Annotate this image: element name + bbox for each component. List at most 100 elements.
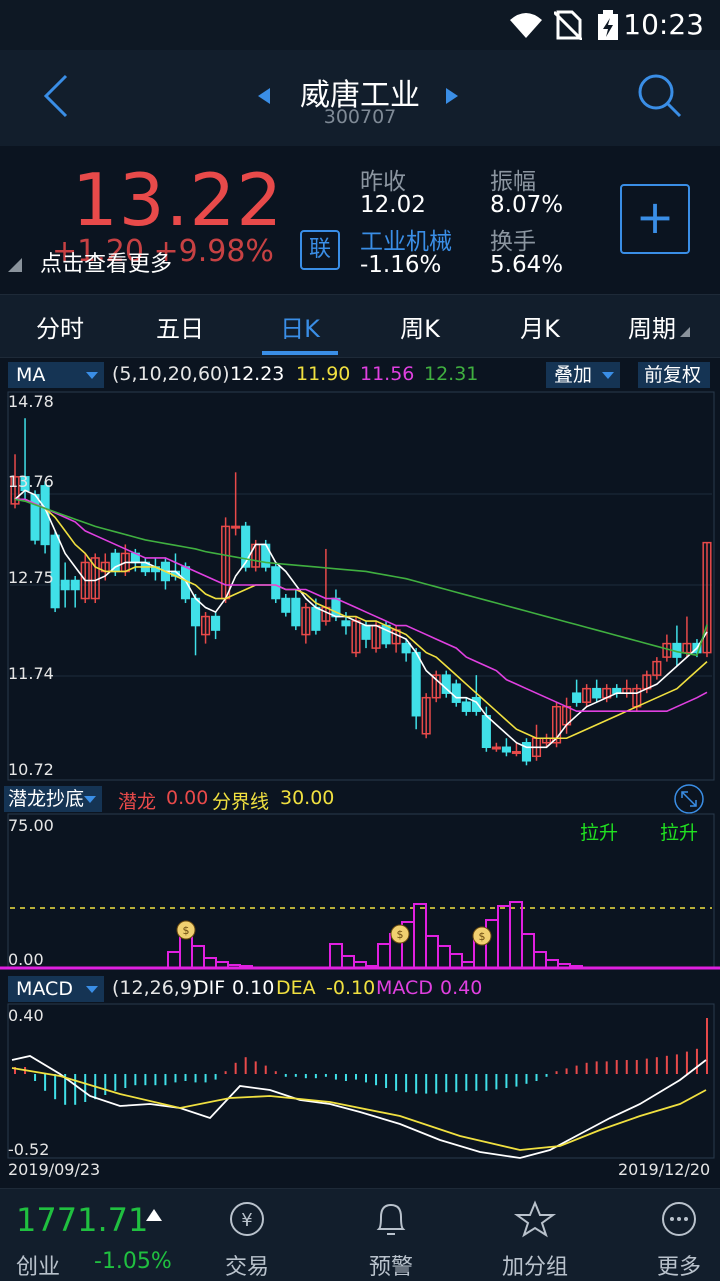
dif-value: 0.10 <box>232 977 275 999</box>
index-change[interactable]: -1.05% <box>94 1249 172 1274</box>
macd-axis-top: 0.40 <box>8 1006 44 1025</box>
money-bag-glyph: $ <box>183 924 190 937</box>
candle-body <box>30 494 40 541</box>
chart-area[interactable]: $ $ $ <box>0 0 720 1188</box>
stock-name: 威唐工业 <box>300 78 420 113</box>
back-icon[interactable] <box>40 72 72 120</box>
ma-line-ma60 <box>14 498 708 657</box>
macd-frame <box>7 1003 715 1159</box>
y-tick-3: 11.74 <box>8 664 54 683</box>
candle-body <box>341 620 351 627</box>
qianlong-selector-label: 潜龙抄底 <box>8 788 85 810</box>
candle-body <box>551 705 562 744</box>
active-tab-indicator <box>262 351 338 355</box>
tab-daily-k[interactable]: 日K <box>280 315 320 343</box>
svg-text:¥: ¥ <box>241 1210 252 1231</box>
bottom-nav: 1771.71 创业 -1.05% ¥ 交易 预警 加分组 更多 <box>0 1188 720 1281</box>
index-name[interactable]: 创业 <box>16 1255 61 1280</box>
alert-label: 预警 <box>368 1255 413 1280</box>
add-watchlist-button[interactable]: + <box>620 184 690 254</box>
adjust-label: 前复权 <box>644 364 702 386</box>
industry-change: -1.16% <box>360 252 442 278</box>
candle-body <box>461 701 471 712</box>
money-bag-icon <box>176 920 196 940</box>
qianlong-bar <box>329 943 343 969</box>
trade-button[interactable]: ¥ 交易 <box>202 1197 292 1280</box>
ma5-value: 12.23 <box>230 363 285 385</box>
last-price: 13.22 <box>72 158 284 242</box>
candle-body <box>361 624 371 640</box>
candle-body <box>211 615 221 631</box>
dea-value: -0.10 <box>326 977 376 999</box>
more-icon <box>662 1202 696 1236</box>
candle-body <box>491 746 501 750</box>
qianlong-bar <box>437 945 451 969</box>
y-tick-0: 14.78 <box>8 392 54 411</box>
candle-body <box>521 742 532 762</box>
money-bag-icon <box>472 926 492 946</box>
macd-selector[interactable]: MACD <box>8 976 104 1002</box>
add-group-label: 加分组 <box>501 1255 568 1280</box>
qianlong-bar <box>509 901 523 969</box>
qianlong-bar <box>167 951 181 969</box>
more-label: 更多 <box>656 1255 701 1280</box>
dif-line <box>11 1055 707 1159</box>
tab-weekly-k[interactable]: 周K <box>400 315 440 343</box>
macd-value: 0.40 <box>440 977 483 999</box>
expand-icon[interactable] <box>672 784 706 814</box>
tab-five-day[interactable]: 五日 <box>156 315 204 343</box>
boundary-value: 30.00 <box>280 787 335 809</box>
macd-params: (12,26,9) <box>112 977 200 999</box>
chevron-down-icon <box>602 372 614 379</box>
qianlong-selector[interactable]: 潜龙抄底 <box>4 786 102 812</box>
more-button[interactable]: 更多 <box>634 1197 720 1280</box>
period-tabs: 分时 五日 日K 周K 月K 周期 <box>0 295 720 358</box>
no-sim-icon <box>554 10 582 40</box>
view-more-tip[interactable]: 点击查看更多 <box>40 252 173 277</box>
ma-selector[interactable]: MA <box>8 362 104 388</box>
candle-body <box>200 615 211 636</box>
macd-bar: MACD (12,26,9) DIF 0.10 DEA -0.10 MACD 0… <box>0 974 720 1004</box>
next-stock-icon[interactable] <box>446 88 458 104</box>
related-button[interactable]: 联 <box>300 230 340 270</box>
overlay-selector[interactable]: 叠加 <box>546 362 620 388</box>
qianlong-bar <box>413 903 427 969</box>
turnover-label: 换手 <box>490 229 536 255</box>
dea-line <box>11 1067 707 1151</box>
caret-up-icon[interactable] <box>146 1209 162 1221</box>
prev-stock-icon[interactable] <box>258 88 270 104</box>
macd-label: MACD <box>376 977 433 999</box>
qianlong-bar: 潜龙抄底 潜龙 0.00 分界线 30.00 <box>0 784 720 814</box>
alert-button[interactable]: 预警 <box>346 1197 436 1280</box>
candle-body <box>481 714 491 749</box>
price-change: +1.20 +9.98% <box>52 234 274 269</box>
battery-charging-icon <box>598 10 618 40</box>
ma-params: (5,10,20,60) <box>112 363 230 385</box>
ma20-value: 11.56 <box>360 363 415 385</box>
candle-body <box>311 606 321 631</box>
qianlong-bar <box>377 943 391 969</box>
ma-line-ma10 <box>15 498 708 740</box>
search-icon[interactable] <box>636 72 684 120</box>
tab-period[interactable]: 周期 <box>628 315 676 343</box>
industry-name[interactable]: 工业机械 <box>360 229 452 255</box>
stock-code: 300707 <box>323 106 397 128</box>
ma-selector-label: MA <box>16 364 46 386</box>
boundary-label: 分界线 <box>212 791 270 813</box>
adjust-button[interactable]: 前复权 <box>638 362 710 388</box>
turnover-value: 5.64% <box>490 252 564 278</box>
index-value[interactable]: 1771.71 <box>16 1201 149 1239</box>
overlay-label: 叠加 <box>554 364 593 386</box>
macd-selector-label: MACD <box>16 978 73 1000</box>
candle-body <box>451 683 461 703</box>
tab-monthly-k[interactable]: 月K <box>520 315 560 343</box>
y-tick-4: 10.72 <box>8 760 54 779</box>
candle-body <box>441 674 451 694</box>
ma-line-ma5 <box>14 489 708 749</box>
qianlong-bar <box>521 933 535 969</box>
add-group-button[interactable]: 加分组 <box>490 1197 580 1280</box>
ql-label: 潜龙 <box>118 791 157 813</box>
prev-close-label: 昨收 <box>360 169 406 195</box>
tab-intraday[interactable]: 分时 <box>36 315 84 343</box>
quote-panel[interactable]: 13.22 +1.20 +9.98% 点击查看更多 联 昨收 12.02 工业机… <box>0 146 720 295</box>
